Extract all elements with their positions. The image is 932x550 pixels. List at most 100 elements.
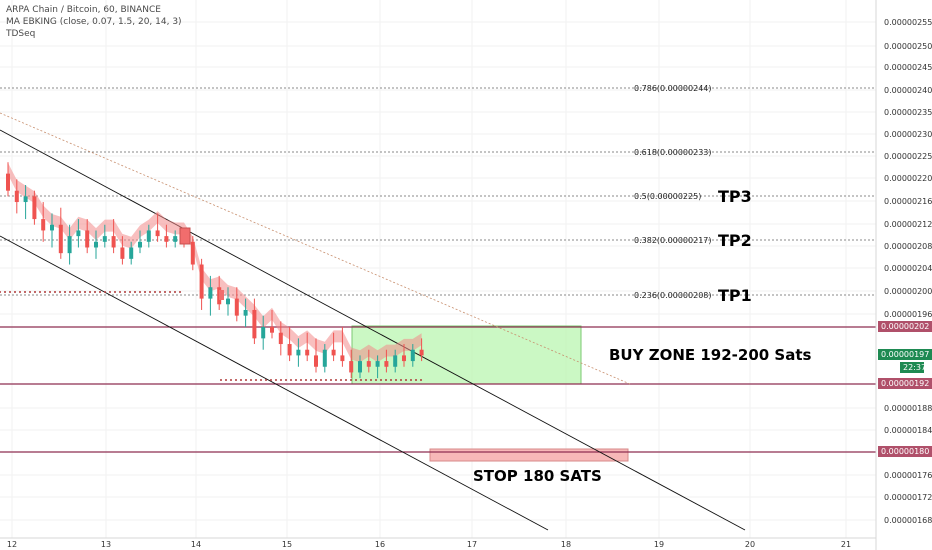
y-tick-label: 0.00000230: [884, 130, 932, 139]
candle-body: [366, 361, 371, 367]
candle-body: [331, 349, 336, 356]
dotted-low-marker: [290, 379, 292, 381]
dotted-low-marker: [225, 379, 227, 381]
x-tick-label: 17: [467, 540, 477, 549]
dotted-low-marker: [159, 291, 161, 293]
dotted-low-marker: [255, 379, 257, 381]
x-tick-label: 21: [841, 540, 851, 549]
dotted-low-marker: [9, 291, 11, 293]
candle-body: [190, 241, 195, 265]
candle-body: [340, 355, 345, 362]
candle-body: [287, 344, 292, 356]
candle-body: [384, 361, 389, 367]
candle-body: [234, 298, 239, 316]
x-tick-label: 15: [282, 540, 292, 549]
dotted-low-marker: [340, 379, 342, 381]
tp1-label: TP1: [718, 286, 752, 305]
x-tick-label: 20: [745, 540, 755, 549]
y-tick-label: 0.00000255: [884, 18, 932, 27]
candle-body: [14, 190, 19, 203]
dotted-low-marker: [370, 379, 372, 381]
dotted-low-marker: [104, 291, 106, 293]
dotted-low-marker: [220, 379, 222, 381]
channel-bottom-line[interactable]: [0, 235, 549, 531]
fib-label-0236: 0.236(0.00000208): [634, 291, 712, 300]
price-badge: [878, 349, 932, 360]
candle-body: [278, 332, 283, 345]
channel-top-line[interactable]: [0, 129, 746, 531]
dotted-low-marker: [44, 291, 46, 293]
dotted-low-marker: [330, 379, 332, 381]
candle-body: [129, 247, 134, 259]
candle-body: [58, 224, 63, 254]
dotted-low-marker: [139, 291, 141, 293]
candle-body: [50, 224, 54, 231]
x-tick-label: 16: [375, 540, 385, 549]
fib-levels: 0.786(0.00000244) 0.618(0.00000233) 0.5(…: [0, 84, 876, 300]
candle-body: [419, 349, 424, 356]
y-tick-label: 0.00000184: [884, 426, 932, 435]
y-tick-label: 0.00000216: [884, 197, 932, 206]
dotted-low-marker: [405, 379, 407, 381]
candle-body: [314, 355, 318, 367]
dotted-low-marker: [415, 379, 417, 381]
dotted-low-marker: [59, 291, 61, 293]
candle-body: [173, 236, 178, 242]
candle-body: [199, 264, 204, 299]
dotted-low-marker: [295, 379, 297, 381]
dotted-low-marker: [365, 379, 367, 381]
dotted-low-marker: [174, 291, 176, 293]
setup-marker-small-box: [219, 290, 224, 300]
symbol-legend: ARPA Chain / Bitcoin, 60, BINANCE: [6, 5, 161, 15]
candle-body: [120, 247, 125, 259]
dotted-low-marker: [310, 379, 312, 381]
dotted-low-marker: [34, 291, 36, 293]
candle-body: [358, 361, 362, 373]
dotted-low-marker: [64, 291, 66, 293]
dotted-low-marker: [280, 379, 282, 381]
dotted-low-marker: [400, 379, 402, 381]
dotted-low-marker: [179, 291, 181, 293]
y-tick-label: 0.00000235: [884, 108, 932, 117]
dotted-low-marker: [84, 291, 86, 293]
dotted-low-marker: [149, 291, 151, 293]
candle-body: [164, 236, 169, 242]
dotted-low-marker: [420, 379, 422, 381]
dotted-low-marker: [24, 291, 26, 293]
dotted-low-marker: [270, 379, 272, 381]
dotted-low-marker: [74, 291, 76, 293]
x-tick-label: 14: [191, 540, 201, 549]
dotted-low-marker: [54, 291, 56, 293]
candle-body: [410, 349, 415, 362]
candle-body: [23, 196, 28, 203]
x-tick-label: 18: [561, 540, 571, 549]
dotted-low-marker: [285, 379, 287, 381]
dotted-low-marker: [99, 291, 101, 293]
price-axis: 0.00000255 0.00000250 0.00000245 0.00000240…: [878, 18, 932, 525]
dotted-low-marker: [305, 379, 307, 381]
dotted-low-marker: [69, 291, 71, 293]
candle-body: [146, 230, 151, 242]
dotted-low-marker: [240, 379, 242, 381]
dotted-low-marker: [345, 379, 347, 381]
price-badge: [878, 378, 932, 389]
y-tick-label: 0.00000240: [884, 86, 932, 95]
dotted-low-marker: [164, 291, 166, 293]
dotted-low-marker: [395, 379, 397, 381]
dotted-low-marker: [29, 291, 31, 293]
dotted-low-marker: [320, 379, 322, 381]
dotted-low-marker: [109, 291, 111, 293]
y-tick-label: 0.00000220: [884, 174, 932, 183]
dotted-low-marker: [94, 291, 96, 293]
dotted-low-marker: [124, 291, 126, 293]
price-badge-label: 0.00000197: [881, 350, 929, 359]
fib-label-0618: 0.618(0.00000233): [634, 148, 712, 157]
fib-label-0786: 0.786(0.00000244): [634, 84, 712, 93]
dotted-low-marker: [39, 291, 41, 293]
dotted-low-marker: [89, 291, 91, 293]
dotted-low-marker: [235, 379, 237, 381]
time-axis: 12 13 14 15 16 17 18 19 20 21: [7, 540, 851, 549]
x-tick-label: 19: [654, 540, 664, 549]
